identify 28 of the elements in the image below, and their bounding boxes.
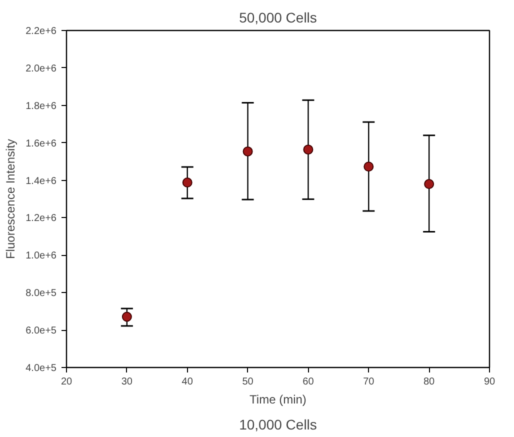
y-tick-label: 2.2e+6: [26, 26, 57, 37]
y-tick-label: 1.2e+6: [26, 213, 57, 224]
text: 10,000 Cells: [239, 416, 317, 432]
y-axis-title: Fluorescence Intensity: [4, 138, 18, 260]
x-tick-label: 70: [363, 376, 375, 388]
x-axis-title: Time (min): [250, 392, 306, 406]
point: [182, 178, 192, 188]
x-tick-label: 80: [424, 376, 436, 388]
y-tick-label: 1.4e+6: [26, 176, 57, 187]
point: [364, 162, 374, 172]
y-tick-label: 4.0e+5: [26, 363, 57, 374]
x-tick-label: 30: [121, 376, 133, 388]
point: [424, 179, 434, 190]
x-tick-label: 50: [242, 376, 254, 388]
y-tick-label: 1.0e+6: [26, 250, 57, 262]
point: [242, 146, 253, 156]
y-tick-label: 6.0e+5: [26, 326, 57, 337]
x-tick-label: 60: [302, 376, 314, 388]
y-tick-label: 2.0e+6: [26, 63, 57, 74]
chart-title: 50,000 Cells: [239, 10, 317, 26]
y-tick-label: 1.6e+6: [26, 138, 57, 150]
x-tick-label: 40: [182, 376, 194, 388]
point: [303, 144, 314, 155]
x-tick-label: 90: [484, 376, 496, 388]
x-tick-label: 20: [60, 376, 72, 388]
y-tick-label: 1.8e+6: [26, 100, 57, 112]
point: [122, 312, 132, 322]
y-tick-label: 8.0e+5: [26, 288, 57, 300]
